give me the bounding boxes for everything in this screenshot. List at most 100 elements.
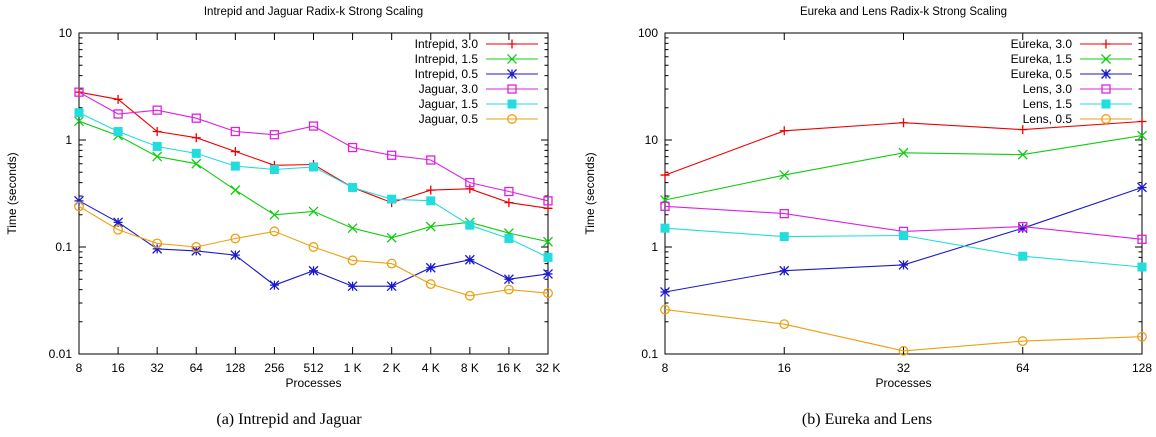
a-legend-label-0: Intrepid, 3.0 bbox=[415, 37, 479, 51]
b-xtick-label: 16 bbox=[778, 361, 792, 375]
a-point-3-1 bbox=[113, 109, 123, 119]
a-point-4-2 bbox=[152, 141, 162, 151]
a-legend-label-2: Intrepid, 0.5 bbox=[415, 67, 479, 81]
a-point-4-5 bbox=[269, 165, 279, 175]
b-legend-label-4: Lens, 1.5 bbox=[1023, 97, 1073, 111]
a-point-3-9 bbox=[426, 155, 436, 165]
a-xtick-label: 1 K bbox=[344, 361, 362, 375]
a-point-5-10 bbox=[464, 290, 475, 301]
a-legend-label-4: Jaguar, 1.5 bbox=[419, 97, 479, 111]
b-legend-marker-2 bbox=[1101, 69, 1111, 79]
a-point-2-4 bbox=[230, 250, 241, 261]
a-point-4-8 bbox=[387, 194, 397, 204]
a-point-3-12 bbox=[543, 196, 553, 206]
b-legend-label-5: Lens, 0.5 bbox=[1023, 112, 1073, 126]
a-point-5-12 bbox=[543, 288, 553, 299]
a-series-line-5 bbox=[78, 205, 549, 297]
b-point-2-0 bbox=[660, 287, 670, 297]
b-xlabel: Processes bbox=[875, 376, 931, 390]
b-series-line-1 bbox=[664, 135, 1143, 201]
a-legend-label-5: Jaguar, 0.5 bbox=[419, 112, 479, 126]
a-point-0-2 bbox=[152, 127, 162, 137]
b-point-2-2 bbox=[898, 259, 909, 270]
a-point-2-0 bbox=[74, 195, 84, 206]
b-point-5-2 bbox=[898, 345, 909, 356]
a-xtick-label: 2 K bbox=[383, 361, 401, 375]
a-point-4-1 bbox=[113, 127, 123, 137]
a-xtick-label: 256 bbox=[264, 361, 284, 375]
a-point-1-12 bbox=[543, 236, 553, 247]
b-point-4-2 bbox=[899, 231, 908, 241]
a-point-1-7 bbox=[347, 223, 358, 234]
a-xtick-label: 8 bbox=[76, 361, 83, 375]
a-point-0-4 bbox=[230, 147, 240, 157]
b-ytick-label: 100 bbox=[638, 26, 658, 40]
b-point-0-3 bbox=[1018, 125, 1028, 135]
a-point-5-6 bbox=[308, 242, 319, 252]
a-legend-marker-0 bbox=[507, 39, 517, 49]
a-point-2-5 bbox=[269, 280, 280, 291]
chart-eureka-lens: Eureka and Lens Radix-k Strong Scaling 0.… bbox=[583, 6, 1152, 390]
a-point-4-7 bbox=[348, 182, 358, 192]
a-point-3-8 bbox=[387, 150, 397, 160]
a-point-5-2 bbox=[152, 238, 163, 249]
a-point-5-0 bbox=[74, 201, 84, 212]
b-point-0-0 bbox=[660, 170, 670, 180]
b-legend-marker-3 bbox=[1101, 84, 1111, 94]
a-title: Intrepid and Jaguar Radix-k Strong Scali… bbox=[204, 6, 423, 18]
a-legend-label-1: Intrepid, 1.5 bbox=[415, 52, 479, 66]
a-ytick-label: 1 bbox=[65, 133, 72, 147]
b-point-5-1 bbox=[779, 319, 790, 330]
a-point-2-9 bbox=[425, 262, 436, 273]
a-point-1-6 bbox=[308, 206, 319, 217]
b-point-1-1 bbox=[779, 170, 790, 181]
a-point-1-8 bbox=[386, 232, 397, 243]
a-xtick-label: 512 bbox=[303, 361, 323, 375]
a-point-2-11 bbox=[503, 274, 514, 285]
b-point-1-3 bbox=[1017, 149, 1028, 160]
b-point-1-4 bbox=[1137, 130, 1147, 141]
a-xtick-label: 128 bbox=[225, 361, 245, 375]
a-point-3-4 bbox=[230, 126, 240, 137]
a-point-2-8 bbox=[386, 281, 397, 292]
a-point-5-7 bbox=[347, 255, 358, 266]
caption-b: (b) Eureka and Lens bbox=[801, 411, 933, 428]
b-ytick-label: 1 bbox=[651, 240, 658, 254]
chart-panel-intrepid-jaguar: Intrepid and Jaguar Radix-k Strong Scali… bbox=[5, 6, 560, 428]
a-xtick-label: 8 K bbox=[461, 361, 479, 375]
b-legend-marker-5 bbox=[1101, 114, 1111, 124]
a-point-4-3 bbox=[191, 148, 201, 158]
b-legend-marker-0 bbox=[1101, 39, 1111, 49]
a-point-1-2 bbox=[152, 151, 163, 162]
b-point-5-0 bbox=[660, 304, 670, 315]
a-point-5-3 bbox=[191, 242, 202, 252]
b-point-5-3 bbox=[1017, 336, 1028, 347]
a-point-1-9 bbox=[425, 221, 436, 232]
b-title: Eureka and Lens Radix-k Strong Scaling bbox=[800, 6, 1007, 18]
b-point-0-2 bbox=[899, 118, 908, 128]
b-point-1-0 bbox=[660, 195, 670, 205]
b-legend-label-1: Eureka, 1.5 bbox=[1011, 52, 1073, 66]
a-point-0-1 bbox=[113, 94, 123, 104]
a-series-line-3 bbox=[78, 91, 549, 202]
a-point-2-2 bbox=[152, 243, 163, 254]
a-point-1-4 bbox=[230, 185, 241, 196]
a-xtick-label: 16 K bbox=[497, 361, 522, 375]
b-ylabel: Time (seconds) bbox=[583, 152, 597, 234]
a-point-1-5 bbox=[269, 209, 280, 220]
b-point-2-4 bbox=[1137, 182, 1147, 193]
a-point-3-3 bbox=[191, 113, 201, 123]
chart-intrepid-jaguar: Intrepid and Jaguar Radix-k Strong Scali… bbox=[5, 6, 560, 390]
caption-a: (a) Intrepid and Jaguar bbox=[216, 411, 362, 428]
b-point-0-4 bbox=[1137, 116, 1147, 126]
b-point-3-4 bbox=[1137, 234, 1147, 244]
a-point-5-4 bbox=[230, 233, 241, 244]
b-legend-label-3: Lens, 3.0 bbox=[1023, 82, 1073, 96]
a-point-3-11 bbox=[504, 186, 514, 197]
chart-panel-eureka-lens: Eureka and Lens Radix-k Strong Scaling 0.… bbox=[578, 0, 1156, 437]
b-point-3-0 bbox=[660, 201, 670, 211]
a-xlabel: Processes bbox=[285, 376, 341, 390]
a-point-2-12 bbox=[543, 268, 553, 279]
b-xtick-label: 8 bbox=[662, 361, 669, 375]
b-series-line-5 bbox=[664, 309, 1143, 352]
